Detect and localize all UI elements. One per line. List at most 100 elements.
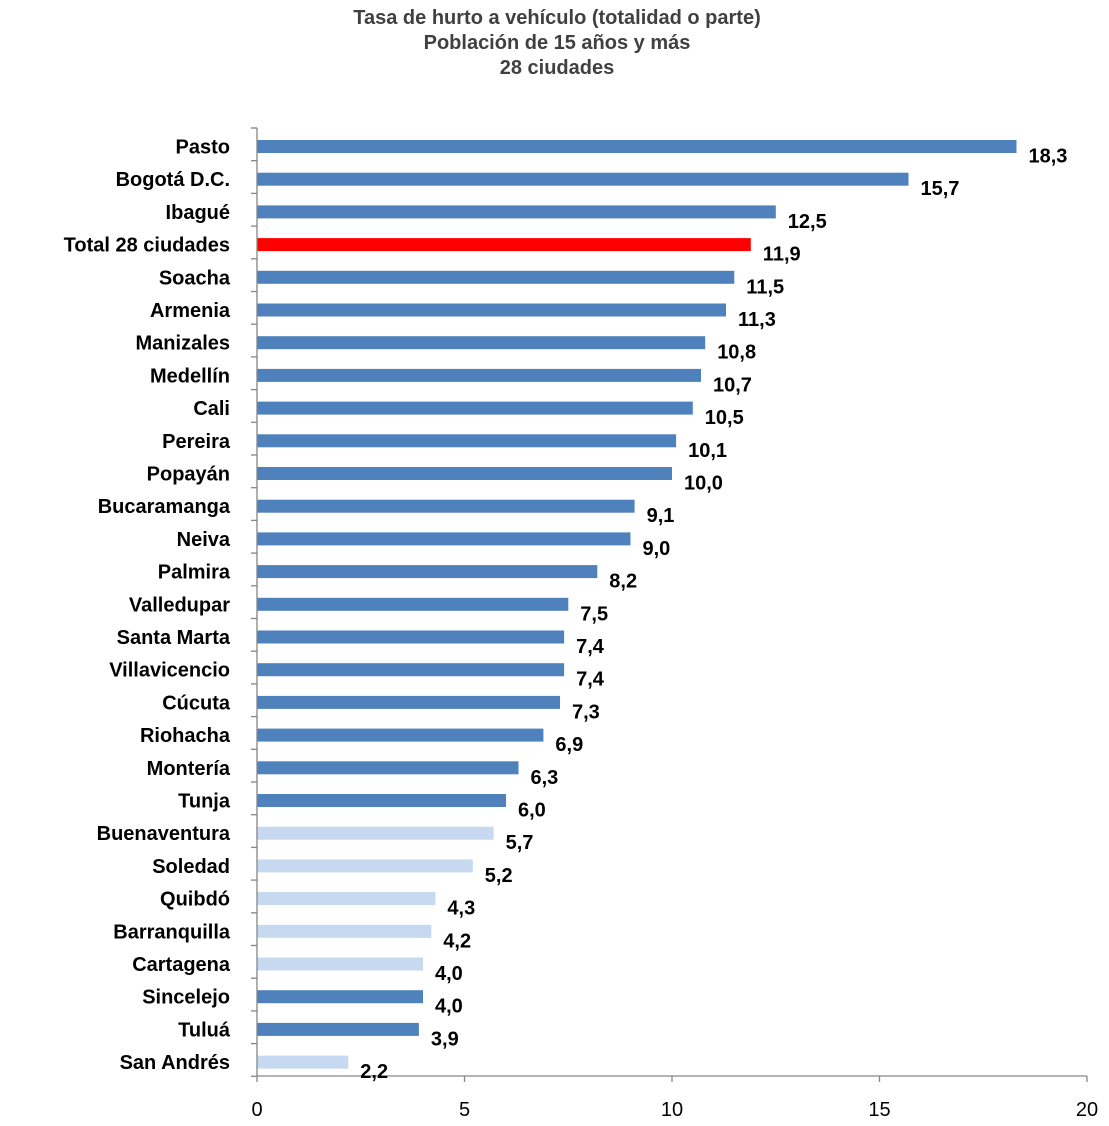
value-label-total-28-ciudades: 11,9 xyxy=(763,244,801,266)
category-label-soacha: Soacha xyxy=(159,267,231,289)
chart-title-line-3: 28 ciudades xyxy=(499,57,615,79)
value-label-monteria: 6,3 xyxy=(531,767,559,789)
bar-sincelejo xyxy=(257,990,423,1004)
category-label-sincelejo: Sincelejo xyxy=(142,987,230,1009)
value-label-buenaventura: 5,7 xyxy=(506,832,534,854)
x-tick-label-5: 5 xyxy=(459,1099,470,1121)
bar-bucaramanga xyxy=(257,499,635,513)
category-label-ibague: Ibagué xyxy=(166,202,230,224)
bar-popayan xyxy=(257,467,672,480)
x-tick-label-0: 0 xyxy=(251,1099,262,1121)
bars-layer xyxy=(257,140,1017,1069)
value-label-armenia: 11,3 xyxy=(738,309,776,331)
value-label-neiva: 9,0 xyxy=(643,538,671,560)
value-label-tulua: 3,9 xyxy=(431,1028,459,1050)
value-label-santa-marta: 7,4 xyxy=(576,636,605,658)
category-label-total-28-ciudades: Total 28 ciudades xyxy=(64,235,230,257)
category-label-buenaventura: Buenaventura xyxy=(97,823,231,845)
bar-total-28-ciudades xyxy=(257,238,751,252)
value-label-popayan: 10,0 xyxy=(684,473,723,495)
x-tick-label-10: 10 xyxy=(661,1099,683,1121)
axes-layer xyxy=(251,127,1088,1082)
bar-pereira xyxy=(257,434,677,448)
bar-barranquilla xyxy=(257,924,432,938)
value-label-bucaramanga: 9,1 xyxy=(647,505,675,527)
bar-cartagena xyxy=(257,957,423,971)
category-label-cucuta: Cúcuta xyxy=(162,692,231,714)
bar-cali xyxy=(257,401,693,415)
value-label-medellin: 10,7 xyxy=(713,374,752,396)
bar-tunja xyxy=(257,794,506,807)
bar-cucuta xyxy=(257,695,560,709)
value-label-cali: 10,5 xyxy=(705,407,744,429)
category-label-tulua: Tuluá xyxy=(178,1019,231,1041)
category-label-bucaramanga: Bucaramanga xyxy=(98,496,231,518)
value-label-soacha: 11,5 xyxy=(746,276,784,298)
category-label-riohacha: Riohacha xyxy=(140,725,231,747)
value-label-cucuta: 7,3 xyxy=(572,701,600,723)
chart-title-line-2: Población de 15 años y más xyxy=(423,32,691,54)
bar-villavicencio xyxy=(257,663,565,677)
bar-neiva xyxy=(257,532,631,546)
bar-monteria xyxy=(257,761,519,775)
bar-buenaventura xyxy=(257,826,494,840)
value-label-sincelejo: 4,0 xyxy=(435,996,463,1018)
category-label-valledupar: Valledupar xyxy=(129,594,230,616)
category-label-soledad: Soledad xyxy=(152,856,230,878)
bar-quibdo xyxy=(257,892,436,906)
value-label-tunja: 6,0 xyxy=(518,800,546,822)
bar-soledad xyxy=(257,859,473,873)
bar-santa-marta xyxy=(257,630,565,644)
category-label-tunja: Tunja xyxy=(178,791,231,813)
bar-riohacha xyxy=(257,728,544,742)
chart-title-line-1: Tasa de hurto a vehículo (totalidad o pa… xyxy=(353,7,761,29)
value-label-quibdo: 4,3 xyxy=(447,898,475,920)
category-label-pereira: Pereira xyxy=(162,431,231,453)
value-label-cartagena: 4,0 xyxy=(435,963,463,985)
value-label-riohacha: 6,9 xyxy=(555,734,583,756)
value-label-villavicencio: 7,4 xyxy=(576,669,605,691)
category-label-neiva: Neiva xyxy=(177,529,231,551)
x-tick-label-20: 20 xyxy=(1076,1099,1098,1121)
category-label-armenia: Armenia xyxy=(150,300,231,322)
bar-san-andres xyxy=(257,1055,349,1069)
category-label-barranquilla: Barranquilla xyxy=(113,921,231,943)
value-label-manizales: 10,8 xyxy=(717,342,756,364)
bar-manizales xyxy=(257,336,706,350)
category-label-palmira: Palmira xyxy=(158,562,231,584)
value-label-pereira: 10,1 xyxy=(688,440,727,462)
bar-palmira xyxy=(257,565,598,579)
value-label-ibague: 12,5 xyxy=(788,211,827,233)
labels-layer: Pasto 18,3 Bogotá D.C. 15,7 Ibagué 12,5 Total … xyxy=(64,137,1098,1122)
value-label-valledupar: 7,5 xyxy=(580,603,608,625)
bar-tulua xyxy=(257,1022,419,1036)
category-label-bogota-d-c: Bogotá D.C. xyxy=(116,169,230,191)
bar-valledupar xyxy=(257,597,569,611)
category-label-pasto: Pasto xyxy=(176,137,230,159)
bar-soacha xyxy=(257,270,735,284)
value-label-san-andres: 2,2 xyxy=(360,1061,388,1083)
bar-medellin xyxy=(257,368,701,382)
category-label-san-andres: San Andrés xyxy=(120,1052,230,1074)
category-label-cartagena: Cartagena xyxy=(132,954,231,976)
value-label-pasto: 18,3 xyxy=(1029,146,1068,168)
bar-bogota-d-c xyxy=(257,172,909,186)
category-label-popayan: Popayán xyxy=(147,464,230,486)
value-label-palmira: 8,2 xyxy=(609,571,637,593)
category-label-santa-marta: Santa Marta xyxy=(117,627,231,649)
category-label-quibdo: Quibdó xyxy=(160,889,230,911)
category-label-villavicencio: Villavicencio xyxy=(109,660,230,682)
bar-ibague xyxy=(257,205,776,219)
category-label-cali: Cali xyxy=(193,398,230,420)
value-label-soledad: 5,2 xyxy=(485,865,513,887)
bar-pasto xyxy=(257,140,1017,153)
category-label-manizales: Manizales xyxy=(136,333,230,355)
value-label-bogota-d-c: 15,7 xyxy=(921,178,960,200)
value-label-barranquilla: 4,2 xyxy=(443,930,471,952)
category-label-monteria: Montería xyxy=(147,758,231,780)
chart-title: Tasa de hurto a vehículo (totalidad o pa… xyxy=(0,6,1109,81)
x-tick-label-15: 15 xyxy=(868,1099,890,1121)
bar-armenia xyxy=(257,303,726,317)
category-label-medellin: Medellín xyxy=(150,365,230,387)
